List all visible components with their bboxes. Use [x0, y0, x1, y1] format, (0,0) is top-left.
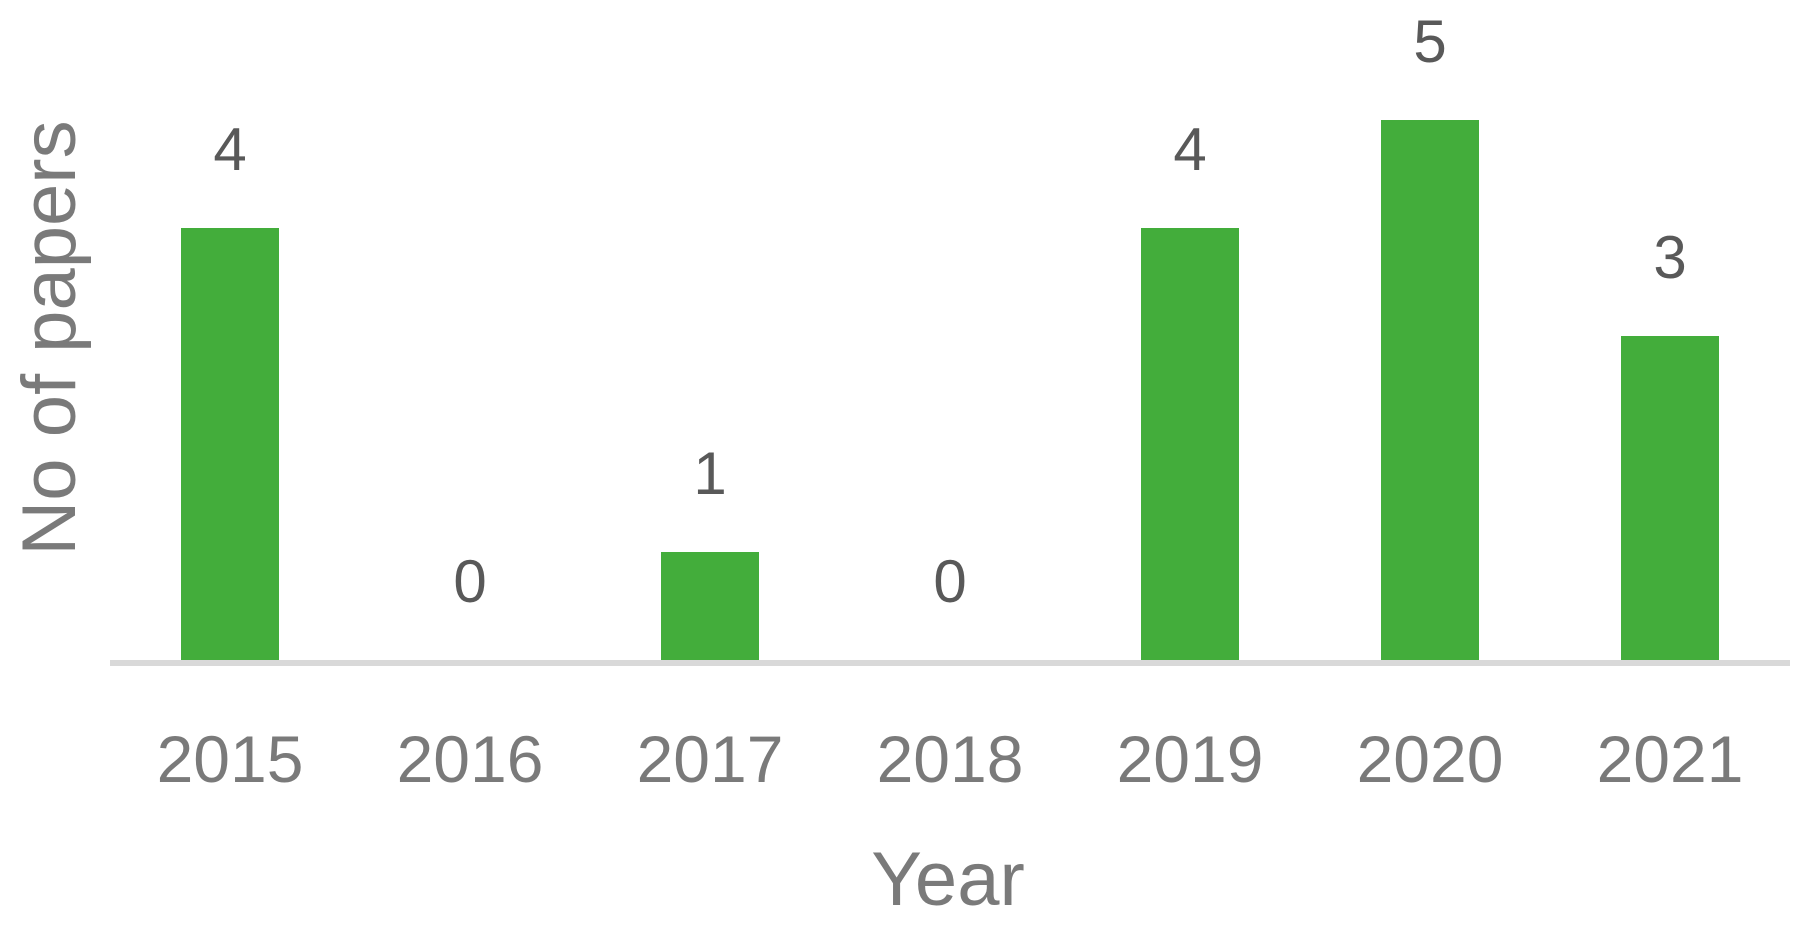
x-tick-label-2016: 2016 [397, 722, 544, 796]
bar-2020 [1381, 120, 1479, 660]
y-axis-title: No of papers [7, 120, 92, 555]
data-label-2018: 0 [933, 548, 966, 615]
bars-group [181, 120, 1719, 660]
data-label-2020: 5 [1413, 8, 1446, 75]
x-axis-title: Year [871, 837, 1025, 922]
bar-2017 [661, 552, 759, 660]
x-tick-label-2021: 2021 [1597, 722, 1744, 796]
x-tick-label-2020: 2020 [1357, 722, 1504, 796]
bar-2019 [1141, 228, 1239, 660]
data-label-2017: 1 [693, 440, 726, 507]
x-tick-label-2018: 2018 [877, 722, 1024, 796]
data-label-2021: 3 [1653, 224, 1686, 291]
data-label-2015: 4 [213, 116, 246, 183]
data-label-2019: 4 [1173, 116, 1206, 183]
x-tick-label-2017: 2017 [637, 722, 784, 796]
x-tick-labels-group: 2015 2016 2017 2018 2019 2020 2021 [157, 722, 1744, 796]
x-tick-label-2019: 2019 [1117, 722, 1264, 796]
x-tick-label-2015: 2015 [157, 722, 304, 796]
data-label-2016: 0 [453, 548, 486, 615]
bar-2021 [1621, 336, 1719, 660]
data-labels-group: 4 0 1 0 4 5 3 [213, 8, 1686, 615]
bar-2015 [181, 228, 279, 660]
